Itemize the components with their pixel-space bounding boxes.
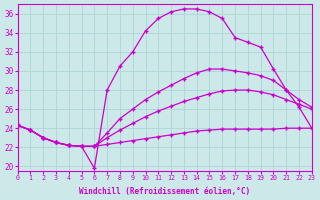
X-axis label: Windchill (Refroidissement éolien,°C): Windchill (Refroidissement éolien,°C) — [79, 187, 250, 196]
